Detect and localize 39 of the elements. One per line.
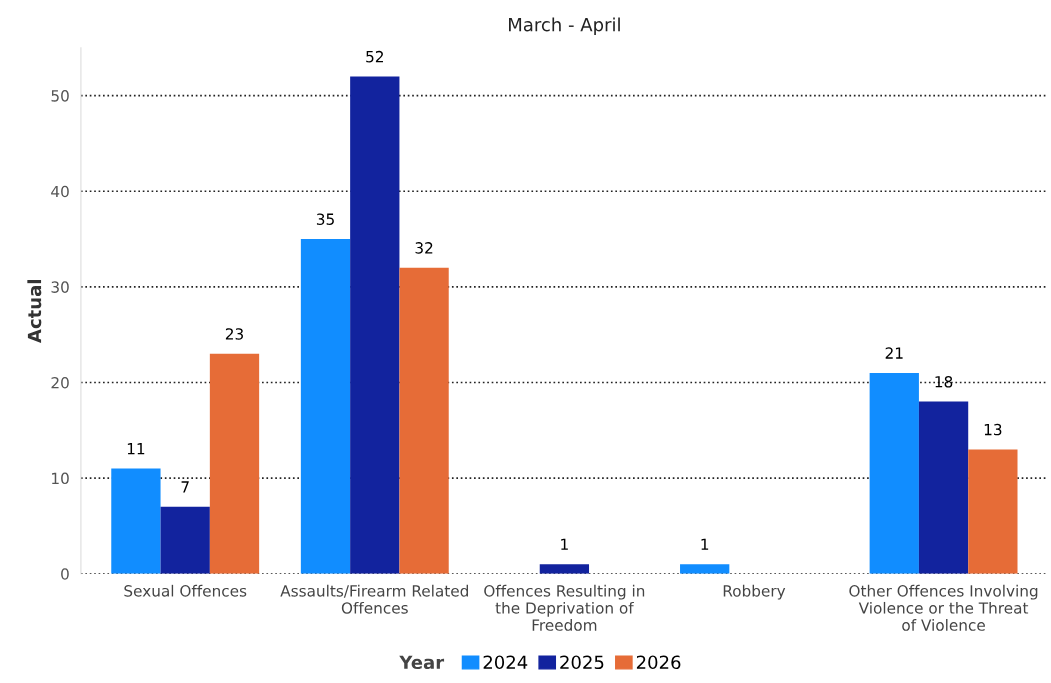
legend-label: 2024 — [483, 655, 528, 670]
x-tick-label: Other Offences Involving Violence or the Threat of Violence — [849, 584, 1038, 631]
data-label: 7 — [181, 481, 189, 493]
bar — [209, 353, 260, 574]
legend-label: 2025 — [560, 655, 604, 670]
chart-title: March - April — [509, 17, 620, 35]
data-label: 23 — [225, 328, 243, 340]
bar — [160, 506, 210, 574]
y-tick-label: 30 — [51, 281, 69, 293]
data-label: 1 — [561, 538, 568, 550]
y-tick-label: 20 — [51, 376, 69, 389]
data-label: 32 — [415, 242, 433, 254]
y-tick-label: 40 — [51, 185, 69, 198]
y-tick-label: 50 — [51, 90, 69, 102]
bar — [111, 468, 161, 574]
y-axis-title: Actual — [27, 280, 42, 343]
x-tick-label: Robbery — [723, 584, 786, 600]
legend-title: Year — [399, 655, 445, 670]
data-label: 18 — [935, 375, 953, 388]
x-tick-label: Assaults/Firearm Related Offences — [280, 584, 468, 614]
bar — [869, 372, 919, 574]
y-tick-label: 10 — [52, 472, 69, 485]
bar — [968, 449, 1018, 574]
legend-label: 2026 — [636, 655, 681, 670]
data-label: 13 — [984, 423, 1002, 436]
data-label: 1 — [701, 538, 709, 550]
x-tick-label: Offences Resulting in the Deprivation of Freedom — [484, 584, 645, 631]
data-label: 52 — [366, 50, 383, 63]
bar — [399, 267, 449, 574]
data-label: 35 — [316, 213, 334, 225]
y-tick-label: 0 — [61, 568, 69, 580]
bar — [539, 564, 590, 574]
data-label: 21 — [885, 347, 903, 359]
bar — [680, 564, 730, 574]
data-label: 11 — [127, 443, 145, 455]
bar — [350, 76, 400, 574]
bar — [918, 401, 969, 574]
bar — [300, 239, 351, 574]
x-tick-label: Sexual Offences — [124, 584, 247, 597]
